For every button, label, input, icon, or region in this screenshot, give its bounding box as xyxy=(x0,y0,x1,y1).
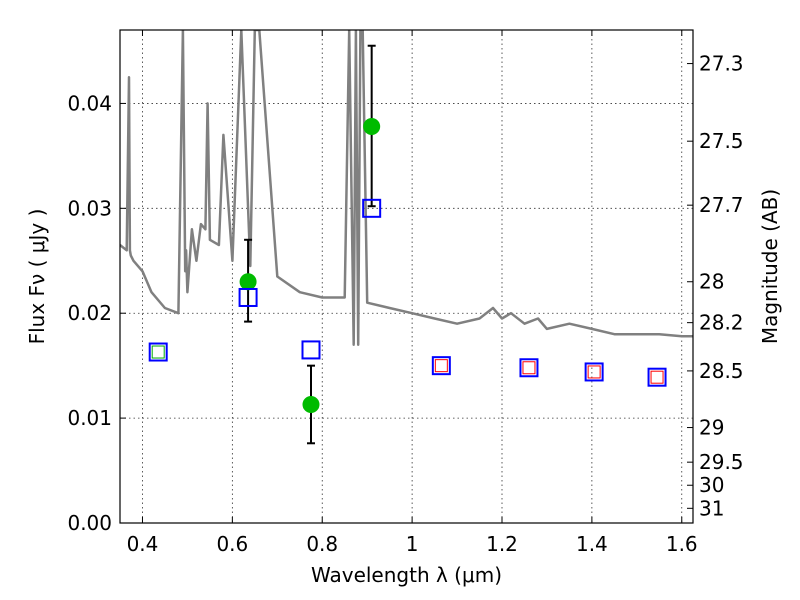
inner-marker xyxy=(434,359,448,373)
y-tick-label: 0.01 xyxy=(67,406,112,430)
plot-area xyxy=(120,30,693,445)
model-photometry-point xyxy=(238,287,258,307)
observed-point xyxy=(302,395,320,413)
right-tick-label: 29.5 xyxy=(699,450,744,474)
y-axis-label: Flux Fν ( μJy ) xyxy=(25,209,49,345)
inner-marker xyxy=(587,365,601,379)
x-tick-label: 1.2 xyxy=(486,532,518,556)
y-tick-label: 0.02 xyxy=(67,301,112,325)
right-tick-label: 27.3 xyxy=(699,52,744,76)
grid xyxy=(120,30,693,523)
plot-frame xyxy=(119,29,694,524)
model-photometry-point xyxy=(647,367,667,387)
right-tick-label: 28 xyxy=(699,270,724,294)
right-tick-label: 29 xyxy=(699,416,724,440)
axis-ticks: 0.4 0.6 0.8 1 1.2 1.4 1.6 0.00 0.01 0.02 0.03 0.04 2… xyxy=(67,30,744,556)
inner-marker xyxy=(151,345,165,359)
right-tick-label: 30 xyxy=(699,473,724,497)
right-tick-label: 27.7 xyxy=(699,193,744,217)
inner-marker xyxy=(650,370,664,384)
x-tick-label: 0.8 xyxy=(306,532,338,556)
model-spectrum-line xyxy=(120,30,693,346)
model-photometry-point xyxy=(519,358,539,378)
y-tick-label: 0.00 xyxy=(67,511,112,535)
observed-point xyxy=(239,273,257,291)
model-photometry-point xyxy=(301,340,321,360)
y-tick-label: 0.04 xyxy=(67,91,112,115)
x-tick-label: 1.6 xyxy=(666,532,698,556)
observed-point xyxy=(363,118,381,136)
right-axis-label: Magnitude (AB) xyxy=(758,189,782,344)
x-tick-label: 0.6 xyxy=(216,532,248,556)
right-tick-label: 28.2 xyxy=(699,311,744,335)
right-tick-label: 31 xyxy=(699,496,724,520)
x-tick-label: 0.4 xyxy=(127,532,159,556)
model-photometry-point xyxy=(431,356,451,376)
x-tick-label: 1 xyxy=(406,532,419,556)
model-photometry-point xyxy=(584,362,604,382)
x-tick-label: 1.4 xyxy=(576,532,608,556)
inner-marker xyxy=(522,361,536,375)
y-tick-label: 0.03 xyxy=(67,196,112,220)
right-tick-label: 28.5 xyxy=(699,359,744,383)
model-photometry-point xyxy=(362,198,382,218)
right-tick-label: 27.5 xyxy=(699,129,744,153)
x-axis-label: Wavelength λ (μm) xyxy=(311,563,502,587)
model-photometry-point xyxy=(148,342,168,362)
